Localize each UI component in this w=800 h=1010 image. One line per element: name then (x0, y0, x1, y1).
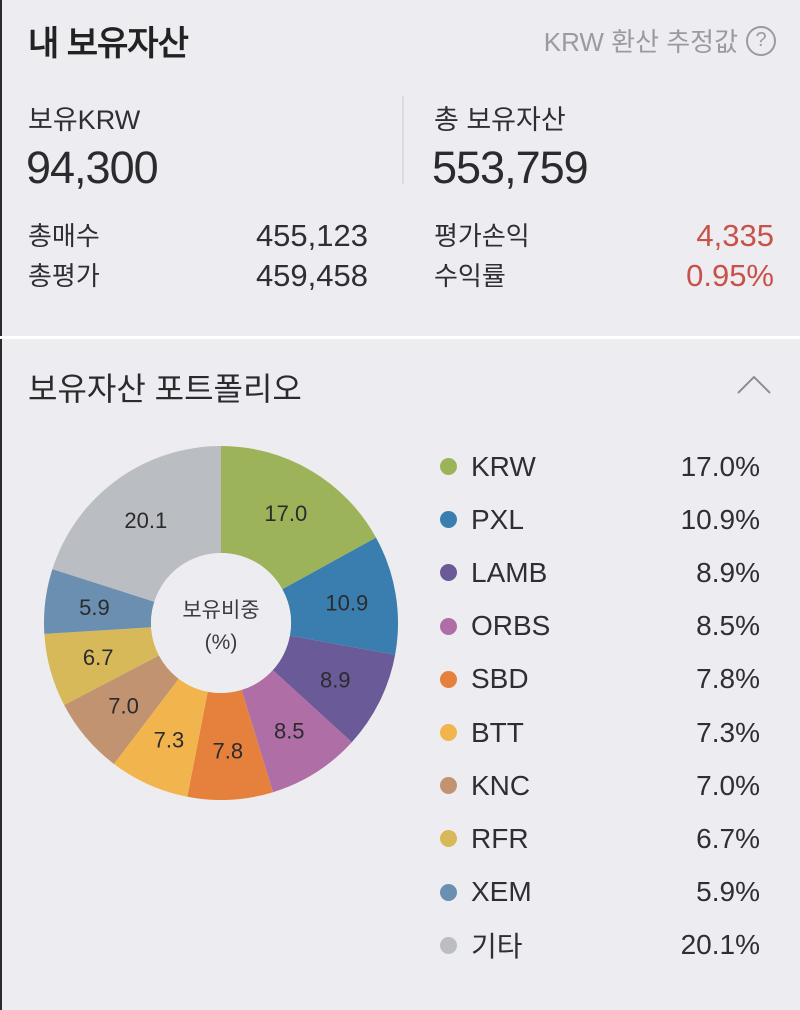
total-assets-label: 총 보유자산 (434, 105, 566, 135)
legend-item-orbs: ORBS 8.5% (440, 600, 760, 653)
portfolio-donut-chart: 17.0 10.9 8.9 8.5 7.8 7.3 7.0 6.7 5.9 20.1 보유비중 (%) (44, 446, 398, 800)
legend-item-기타: 기타 20.1% (440, 919, 760, 972)
legend-dot-icon (440, 883, 457, 901)
donut-segment-xem (44, 569, 155, 634)
legend-percent: 7.3% (696, 716, 760, 748)
donut-segment-label: 10.9 (325, 590, 368, 615)
legend-percent: 5.9% (696, 876, 760, 908)
donut-segment-label: 8.9 (320, 668, 351, 693)
legend-percent: 20.1% (680, 929, 760, 961)
pnl-label: 평가손익 (434, 221, 530, 251)
holding-krw-label: 보유KRW (28, 105, 141, 135)
total-buy-value: 455,123 (255, 218, 368, 253)
legend-dot-icon (440, 830, 457, 848)
holding-krw-value: 94,300 (26, 142, 159, 193)
pnl-value: 4,335 (696, 218, 774, 253)
total-eval-label: 총평가 (28, 261, 100, 291)
legend-name: 기타 (471, 931, 523, 963)
legend-dot-icon (440, 617, 457, 635)
legend-dot-icon (440, 724, 457, 742)
krw-estimate-note[interactable]: KRW 환산 추정값 ? (544, 22, 776, 59)
return-value: 0.95% (686, 258, 774, 293)
legend-item-sbd: SBD 7.8% (440, 653, 760, 706)
legend-percent: 6.7% (696, 822, 760, 854)
legend-percent: 17.0% (680, 450, 760, 482)
donut-segment-label: 6.7 (83, 645, 114, 670)
donut-segment-label: 8.5 (274, 719, 305, 744)
donut-segment-label: 17.0 (264, 501, 307, 526)
donut-segment-label: 7.8 (213, 738, 244, 763)
legend-name: ORBS (471, 610, 551, 642)
donut-segment-lamb (272, 635, 396, 743)
legend-dot-icon (440, 458, 457, 476)
legend-name: KNC (471, 769, 531, 801)
legend-dot-icon (440, 936, 457, 954)
legend-dot-icon (440, 777, 457, 795)
legend-percent: 10.9% (680, 503, 760, 535)
krw-note-label: KRW 환산 추정값 (543, 27, 738, 57)
donut-segment-orbs (241, 670, 352, 793)
help-icon[interactable]: ? (746, 25, 776, 56)
legend-percent: 8.5% (696, 610, 760, 642)
window-edge (0, 0, 2, 1010)
portfolio-title: 보유자산 포트폴리오 (28, 371, 302, 407)
donut-segment-knc (64, 655, 179, 764)
legend-name: SBD (471, 663, 529, 695)
legend-name: BTT (471, 716, 524, 748)
donut-segment-label: 7.0 (108, 693, 139, 718)
donut-center-label: 보유비중 (182, 599, 259, 622)
return-label: 수익률 (434, 261, 506, 291)
donut-segment-krw (221, 446, 377, 590)
legend-name: PXL (471, 503, 524, 535)
legend-item-rfr: RFR 6.7% (440, 812, 760, 865)
legend-item-xem: XEM 5.9% (440, 866, 760, 919)
legend-percent: 8.9% (696, 556, 760, 588)
legend-dot-icon (440, 670, 457, 688)
total-eval-value: 459,458 (255, 258, 368, 293)
legend-name: RFR (471, 822, 529, 854)
legend-dot-icon (440, 511, 457, 529)
legend-item-pxl: PXL 10.9% (440, 493, 760, 546)
page-title: 내 보유자산 (28, 25, 189, 63)
donut-segment-pxl (282, 537, 398, 655)
legend-item-krw: KRW 17.0% (440, 440, 760, 493)
legend-item-lamb: LAMB 8.9% (440, 546, 760, 599)
legend-dot-icon (440, 564, 457, 582)
legend-percent: 7.0% (696, 769, 760, 801)
section-divider (0, 336, 800, 339)
legend-name: LAMB (471, 556, 548, 588)
donut-segment-label: 20.1 (124, 508, 167, 533)
legend-name: KRW (471, 450, 536, 482)
donut-segment-rfr (44, 627, 159, 706)
donut-segment-btt (113, 678, 208, 797)
chevron-up-icon[interactable] (736, 372, 772, 396)
donut-segment-sbd (187, 689, 273, 800)
legend-name: XEM (471, 876, 532, 908)
donut-segment-label: 5.9 (79, 595, 110, 620)
total-assets-value: 553,759 (432, 142, 589, 193)
donut-segment-기타 (52, 446, 221, 602)
legend-item-btt: BTT 7.3% (440, 706, 760, 759)
legend-percent: 7.8% (696, 663, 760, 695)
portfolio-legend: KRW 17.0% PXL 10.9% LAMB 8.9% ORBS 8.5% SBD 7.8% B… (440, 440, 760, 972)
legend-item-knc: KNC 7.0% (440, 759, 760, 812)
donut-segment-label: 7.3 (154, 727, 185, 752)
donut-center-label: (%) (205, 631, 238, 654)
divider (402, 96, 404, 184)
total-buy-label: 총매수 (28, 221, 100, 251)
